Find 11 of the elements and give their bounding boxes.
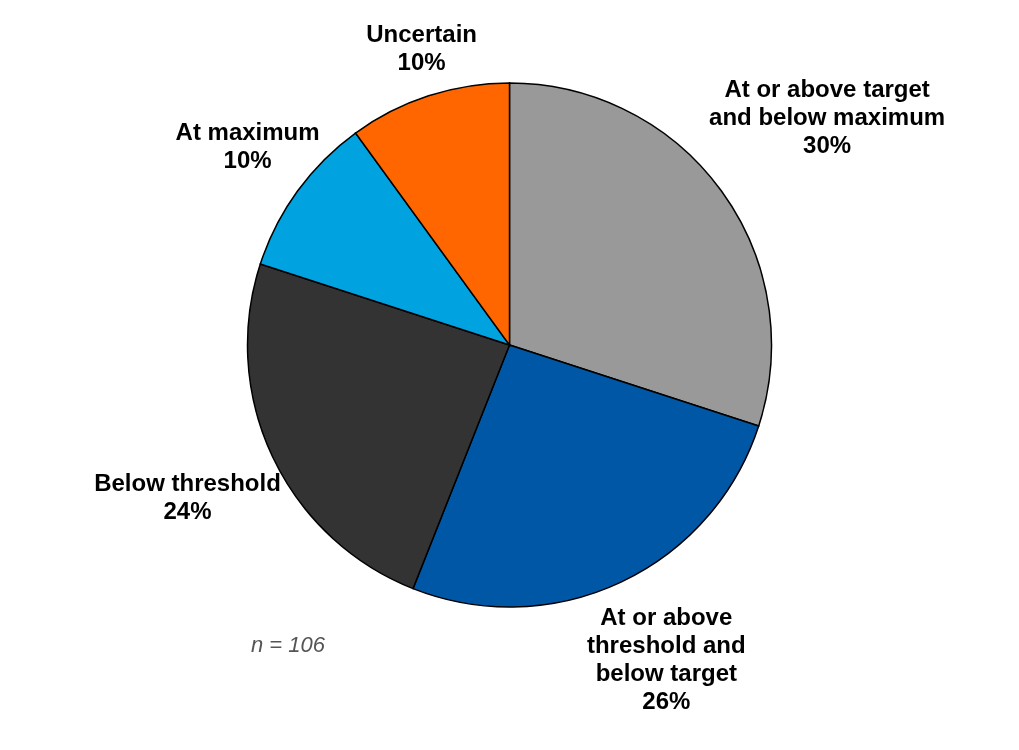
slice-label: Uncertain [366, 20, 477, 48]
slice-label: Below threshold [94, 469, 281, 497]
text: n = 106 [250, 632, 326, 657]
slice-label: At maximum [175, 118, 320, 146]
data-label: 10% [223, 146, 272, 174]
data-label: 30% [803, 130, 852, 158]
slice-label: At or above target and below maximum [709, 74, 946, 130]
data-label: 24% [163, 497, 212, 525]
data-label: 26% [642, 687, 691, 715]
data-label: 10% [397, 48, 446, 76]
slice-label: At or above threshold and below target [586, 603, 746, 687]
